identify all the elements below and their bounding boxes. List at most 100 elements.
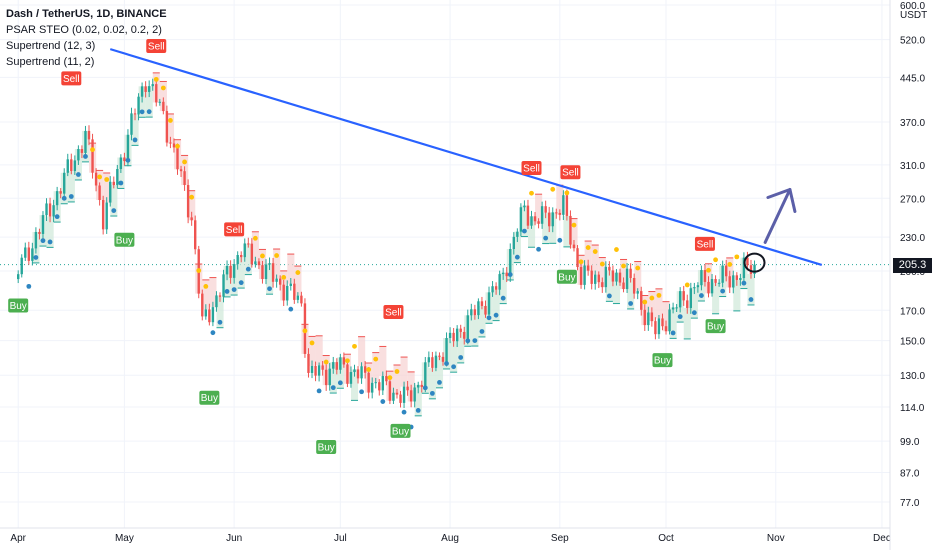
- psar-dot: [146, 109, 152, 115]
- psar-dot: [656, 292, 662, 298]
- sell-signal: Sell: [61, 71, 82, 86]
- signal-label: Sell: [697, 239, 714, 250]
- signal-badge: [694, 236, 715, 251]
- candle-body: [101, 200, 105, 230]
- candle-body: [59, 191, 62, 194]
- candle-body: [133, 113, 137, 115]
- supertrend-fill: [202, 279, 210, 310]
- psar-dot: [684, 282, 690, 288]
- candle-body: [321, 365, 324, 370]
- supertrend-fill: [584, 241, 592, 271]
- signal-badge: [705, 319, 726, 334]
- candle-body: [746, 257, 749, 266]
- candle-body: [257, 261, 261, 266]
- supertrend-fill: [520, 205, 529, 237]
- psar-dot: [330, 385, 336, 391]
- psar-dot: [727, 262, 733, 267]
- candle-body: [222, 274, 225, 297]
- candle-body: [183, 171, 186, 186]
- candle-body: [247, 243, 250, 245]
- supertrend-fill: [499, 272, 507, 304]
- supertrend-fill: [145, 86, 153, 118]
- candle-body: [650, 312, 654, 322]
- supertrend-fill: [329, 362, 337, 394]
- psar-dot: [224, 289, 230, 294]
- supertrend-fill: [712, 282, 720, 314]
- psar-dot: [677, 314, 683, 320]
- psar-dot: [61, 195, 67, 201]
- psar-dot: [599, 261, 605, 267]
- candle-body: [678, 291, 682, 308]
- psar-dot: [621, 263, 626, 269]
- candle-body: [116, 169, 119, 186]
- psar-dot: [514, 254, 520, 260]
- supertrend-fill: [67, 170, 75, 202]
- candle-body: [34, 231, 38, 249]
- psar-dot: [245, 266, 251, 272]
- candle-body: [717, 282, 721, 284]
- supertrend-fill: [747, 274, 755, 305]
- candle-body: [378, 382, 381, 391]
- candle-body: [594, 274, 597, 284]
- candle-body: [455, 328, 459, 342]
- indicator-psar: PSAR STEO (0.02, 0.02, 0.2, 2): [6, 24, 162, 36]
- candle-body: [392, 392, 395, 401]
- supertrend-fill: [223, 265, 231, 297]
- candle-body: [533, 216, 537, 222]
- candle-body: [477, 301, 480, 316]
- supertrend-fill: [46, 216, 54, 248]
- supertrend-fill: [400, 357, 408, 387]
- supertrend-fill: [251, 231, 259, 262]
- psar-dot: [196, 268, 202, 273]
- supertrend-fill: [237, 257, 245, 289]
- candle-body: [48, 203, 52, 217]
- supertrend-fill: [528, 216, 536, 248]
- candle-body: [94, 172, 98, 186]
- candle-body: [671, 307, 675, 310]
- psar-dot: [68, 194, 74, 199]
- signal-badge: [383, 304, 404, 319]
- candle-body: [119, 157, 123, 170]
- signal-badge: [560, 165, 581, 180]
- psar-dot: [288, 306, 294, 312]
- signal-label: Buy: [558, 272, 575, 283]
- psar-dot: [479, 329, 485, 334]
- candle-body: [448, 332, 452, 339]
- supertrend-fill: [287, 254, 295, 284]
- y-tick-label: 270.0: [900, 194, 925, 205]
- candle-body: [657, 318, 661, 335]
- candle-body: [395, 392, 399, 395]
- candle-body: [445, 338, 448, 362]
- supertrend-fill: [683, 307, 691, 339]
- psar-dot: [345, 358, 350, 364]
- signal-label: Sell: [385, 307, 402, 318]
- supertrend-fill: [478, 305, 486, 337]
- psar-dot: [323, 359, 329, 365]
- supertrend-fill: [351, 369, 359, 401]
- psar-dot: [40, 238, 46, 244]
- supertrend-fill: [372, 352, 380, 383]
- signal-label: Buy: [116, 235, 133, 246]
- candle-body: [742, 257, 746, 279]
- psar-dot: [47, 239, 53, 245]
- candle-body: [147, 86, 151, 92]
- psar-dot: [706, 267, 711, 273]
- supertrend-fill: [535, 194, 543, 224]
- x-tick-label: Apr: [10, 533, 26, 544]
- supertrend-fill: [450, 341, 458, 373]
- buy-signal: Buy: [8, 298, 29, 313]
- candle-body: [137, 96, 140, 115]
- psar-dot: [465, 338, 471, 344]
- psar-dot: [132, 137, 138, 143]
- candle-body: [434, 355, 438, 368]
- y-tick-label: 77.0: [900, 498, 920, 509]
- y-tick-label: 445.0: [900, 73, 925, 84]
- supertrend-fill: [358, 336, 366, 367]
- psar-dot: [111, 208, 117, 213]
- candle-body: [640, 291, 643, 310]
- candle-body: [349, 372, 353, 384]
- candle-body: [346, 364, 349, 384]
- trendline[interactable]: [109, 48, 823, 267]
- x-tick-label: Jul: [334, 533, 347, 544]
